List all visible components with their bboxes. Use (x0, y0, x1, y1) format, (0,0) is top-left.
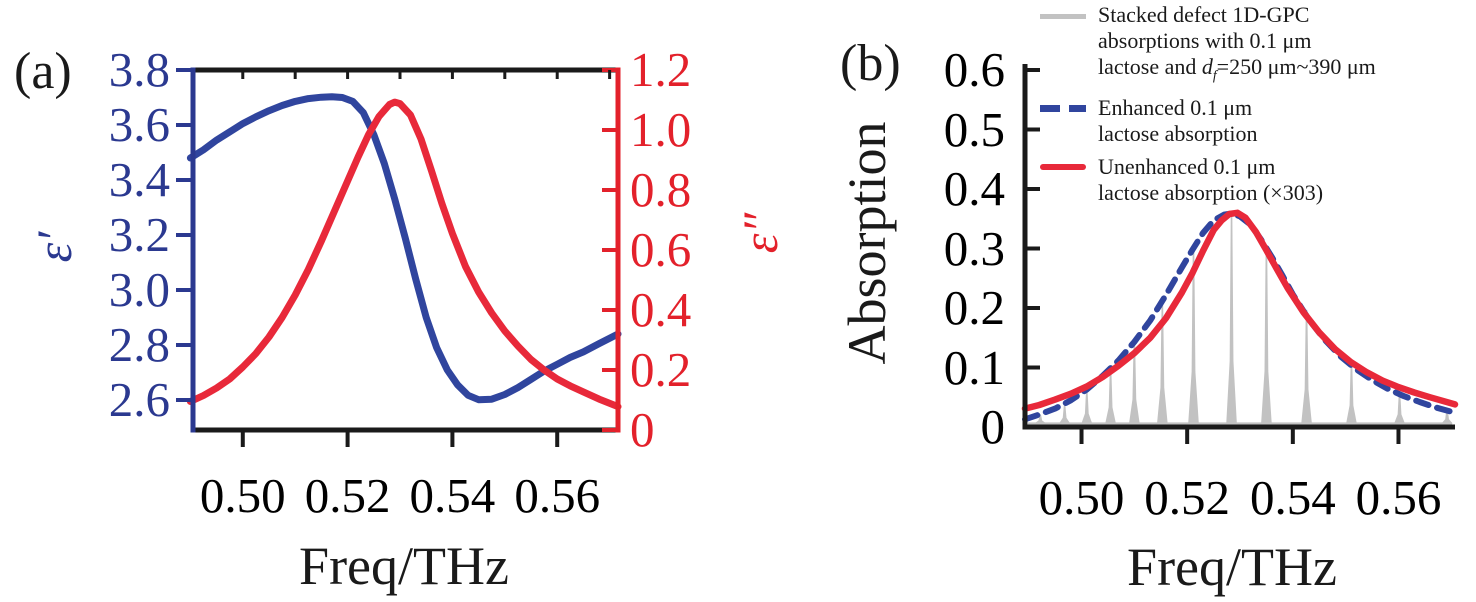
panel-b-comb-spike (1157, 303, 1168, 425)
panel-b-x-tick-label-0.50: 0.50 (1038, 470, 1125, 525)
gray-line-swatch-icon (1040, 2, 1098, 19)
panel-a-left-axis-title: ε′ (26, 231, 82, 263)
panel-b-comb-spike (1035, 414, 1046, 425)
panel-a-right-tick-label-1.0: 1.0 (630, 102, 692, 157)
legend: Stacked defect 1D-GPC absorptions with 0… (1040, 2, 1476, 213)
panel-b-x-axis-title: Freq/THz (1127, 537, 1337, 597)
panel-b-comb-spike (1059, 404, 1070, 425)
panel-a-left-tick-label-3.4: 3.4 (108, 152, 170, 207)
panel-b-y-axis-title: Absorption (837, 121, 897, 365)
panel-a-x-tick-label-0.54: 0.54 (409, 468, 496, 523)
legend-item-unenhanced: Unenhanced 0.1 μm lactose absorption (×3… (1040, 154, 1476, 206)
panel-b-x-tick-label-0.52: 0.52 (1144, 470, 1231, 525)
panel-a-x-tick-label-0.50: 0.50 (199, 468, 286, 523)
red-line-swatch-icon (1040, 154, 1098, 171)
panel-b-x-tick-label-0.56: 0.56 (1355, 470, 1442, 525)
panel-b-comb-spike (1188, 250, 1199, 425)
panel-b-y-tick-label-0.4: 0.4 (943, 161, 1005, 216)
df-symbol: df (1201, 54, 1217, 83)
panel-b-comb-spike (1081, 390, 1093, 425)
legend-stacked-line2: absorptions with 0.1 μm (1098, 28, 1312, 53)
panel-a-right-axis-title: ε″ (732, 212, 788, 254)
panel-b-comb-spike (1261, 247, 1272, 425)
legend-stacked-line3-post: =250 μm~390 μm (1216, 54, 1376, 79)
legend-enhanced-line2: lactose absorption (1098, 121, 1258, 147)
panel-a-x-tick-label-0.52: 0.52 (304, 468, 391, 523)
legend-item-enhanced: Enhanced 0.1 μm lactose absorption (1040, 95, 1476, 147)
legend-stacked-line1: Stacked defect 1D-GPC (1098, 2, 1310, 27)
legend-enhanced-line1: Enhanced 0.1 μm (1098, 95, 1253, 121)
panel-b-y-tick-label-0.5: 0.5 (943, 101, 1005, 157)
panel-b-comb-spike (1346, 363, 1357, 425)
panel-b-comb-spike (1301, 309, 1312, 425)
panel-a-eps_prime-curve (186, 93, 622, 404)
panel-b-y-tick-label-0.1: 0.1 (943, 339, 1005, 395)
legend-unenhanced-line1: Unenhanced 0.1 μm (1098, 154, 1276, 180)
panel-b-label: (b) (840, 35, 901, 92)
panel-b-comb-spike (1105, 369, 1116, 425)
panel-b-comb-spike (1394, 392, 1405, 425)
panel-a-x-tick-label-0.56: 0.56 (514, 468, 601, 523)
legend-stacked-line3-pre: lactose and (1098, 54, 1202, 79)
panel-b-unenhanced_absorption_x303-curve (1021, 209, 1459, 412)
panel-b-comb-spike (1129, 342, 1140, 425)
panel-a-left-tick-label-2.8: 2.8 (108, 317, 170, 373)
panel-a-left-tick-label-3.8: 3.8 (108, 42, 170, 97)
panel-a-x-axis-title: Freq/THz (299, 536, 509, 596)
panel-b-x-tick-label-0.54: 0.54 (1249, 470, 1336, 525)
panel-b-y-tick-label-0: 0 (980, 399, 1006, 454)
panel-a-label: (a) (14, 43, 72, 100)
panel-a-right-tick-label-0.8: 0.8 (630, 162, 692, 217)
legend-unenhanced-text: Unenhanced 0.1 μm lactose absorption (×3… (1098, 154, 1323, 206)
panel-a-left-tick-label-2.6: 2.6 (108, 372, 170, 428)
blue-dashed-line-swatch-icon (1040, 95, 1098, 113)
panel-a-eps_double_prime-curve (186, 98, 622, 411)
legend-stacked-text: Stacked defect 1D-GPC absorptions with 0… (1098, 2, 1376, 88)
panel-b-comb-spike (1441, 409, 1453, 425)
panel-a-right-tick-label-0: 0 (630, 402, 655, 457)
panel-a-left-tick-label-3.0: 3.0 (108, 262, 170, 317)
panel-b-y-tick-label-0.3: 0.3 (943, 220, 1005, 276)
panel-a-left-tick-label-3.2: 3.2 (108, 207, 170, 262)
panel-a-right-tick-label-0.6: 0.6 (630, 222, 692, 277)
panel-b-y-tick-label-0.2: 0.2 (943, 280, 1005, 335)
panel-b-y-tick-label-0.6: 0.6 (943, 42, 1005, 97)
legend-enhanced-text: Enhanced 0.1 μm lactose absorption (1098, 95, 1257, 147)
legend-item-stacked: Stacked defect 1D-GPC absorptions with 0… (1040, 2, 1476, 88)
panel-a-right-tick-label-0.4: 0.4 (630, 282, 692, 337)
panel-a-left-tick-label-3.6: 3.6 (108, 97, 170, 152)
panel-b-comb-spike (1226, 214, 1237, 425)
legend-unenhanced-line2: lactose absorption (×303) (1098, 180, 1324, 206)
panel-a-right-tick-label-1.2: 1.2 (630, 42, 692, 97)
panel-a-right-tick-label-0.2: 0.2 (630, 342, 692, 397)
